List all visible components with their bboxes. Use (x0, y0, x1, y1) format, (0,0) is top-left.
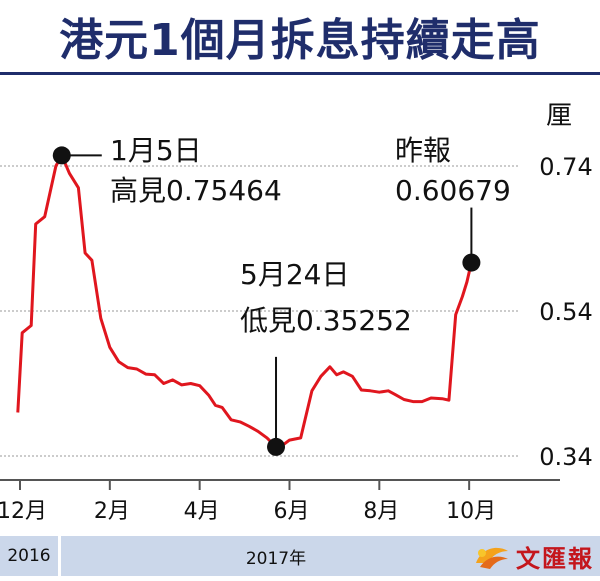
y-tick-label-2: 0.34 (539, 443, 592, 471)
y-axis: 0.74 0.54 0.34 (539, 153, 592, 471)
annotation-marker-1 (267, 437, 286, 456)
title-rule (0, 72, 600, 75)
y-tick-label-1: 0.54 (539, 298, 592, 326)
series-line (16, 153, 473, 449)
logo-text: 文匯報 (516, 543, 594, 573)
annotation-value-2: 0.60679 (395, 174, 511, 207)
chart-title: 港元1個月拆息持續走高 (59, 15, 541, 66)
year-label-2016: 2016 (0, 536, 61, 576)
y-tick-label-0: 0.74 (539, 153, 592, 181)
publisher-logo: 文匯報 (472, 538, 594, 574)
annotation-marker-2 (462, 253, 481, 272)
logo-emblem-icon (476, 547, 508, 569)
timeline-bar: 2016 2017年 文匯報 (0, 536, 600, 576)
annotation-value-0: 高見0.75464 (110, 174, 282, 207)
x-tick-label-2: 4月 (184, 499, 220, 524)
x-tick-label-0: 12月 (0, 499, 47, 524)
grid-lines (0, 165, 520, 457)
line-chart: 12月 2月 4月 6月 8月 10月 0.74 0.54 0.34 厘 1月5日高見0.75… (0, 101, 593, 524)
annotation-value-1: 低見0.35252 (240, 304, 412, 337)
x-tick-label-1: 2月 (94, 499, 130, 524)
annotation-date-2: 昨報 (395, 134, 451, 167)
annotation-marker-0 (52, 146, 71, 165)
y-unit-label: 厘 (546, 101, 572, 131)
x-tick-label-4: 8月 (363, 499, 399, 524)
x-axis: 12月 2月 4月 6月 8月 10月 (0, 480, 496, 524)
x-tick-label-5: 10月 (446, 499, 496, 524)
annotation-date-1: 5月24日 (240, 258, 349, 291)
annotation-date-0: 1月5日 (110, 134, 202, 167)
x-tick-label-3: 6月 (273, 499, 309, 524)
year-label-2017: 2017年 (245, 548, 307, 569)
